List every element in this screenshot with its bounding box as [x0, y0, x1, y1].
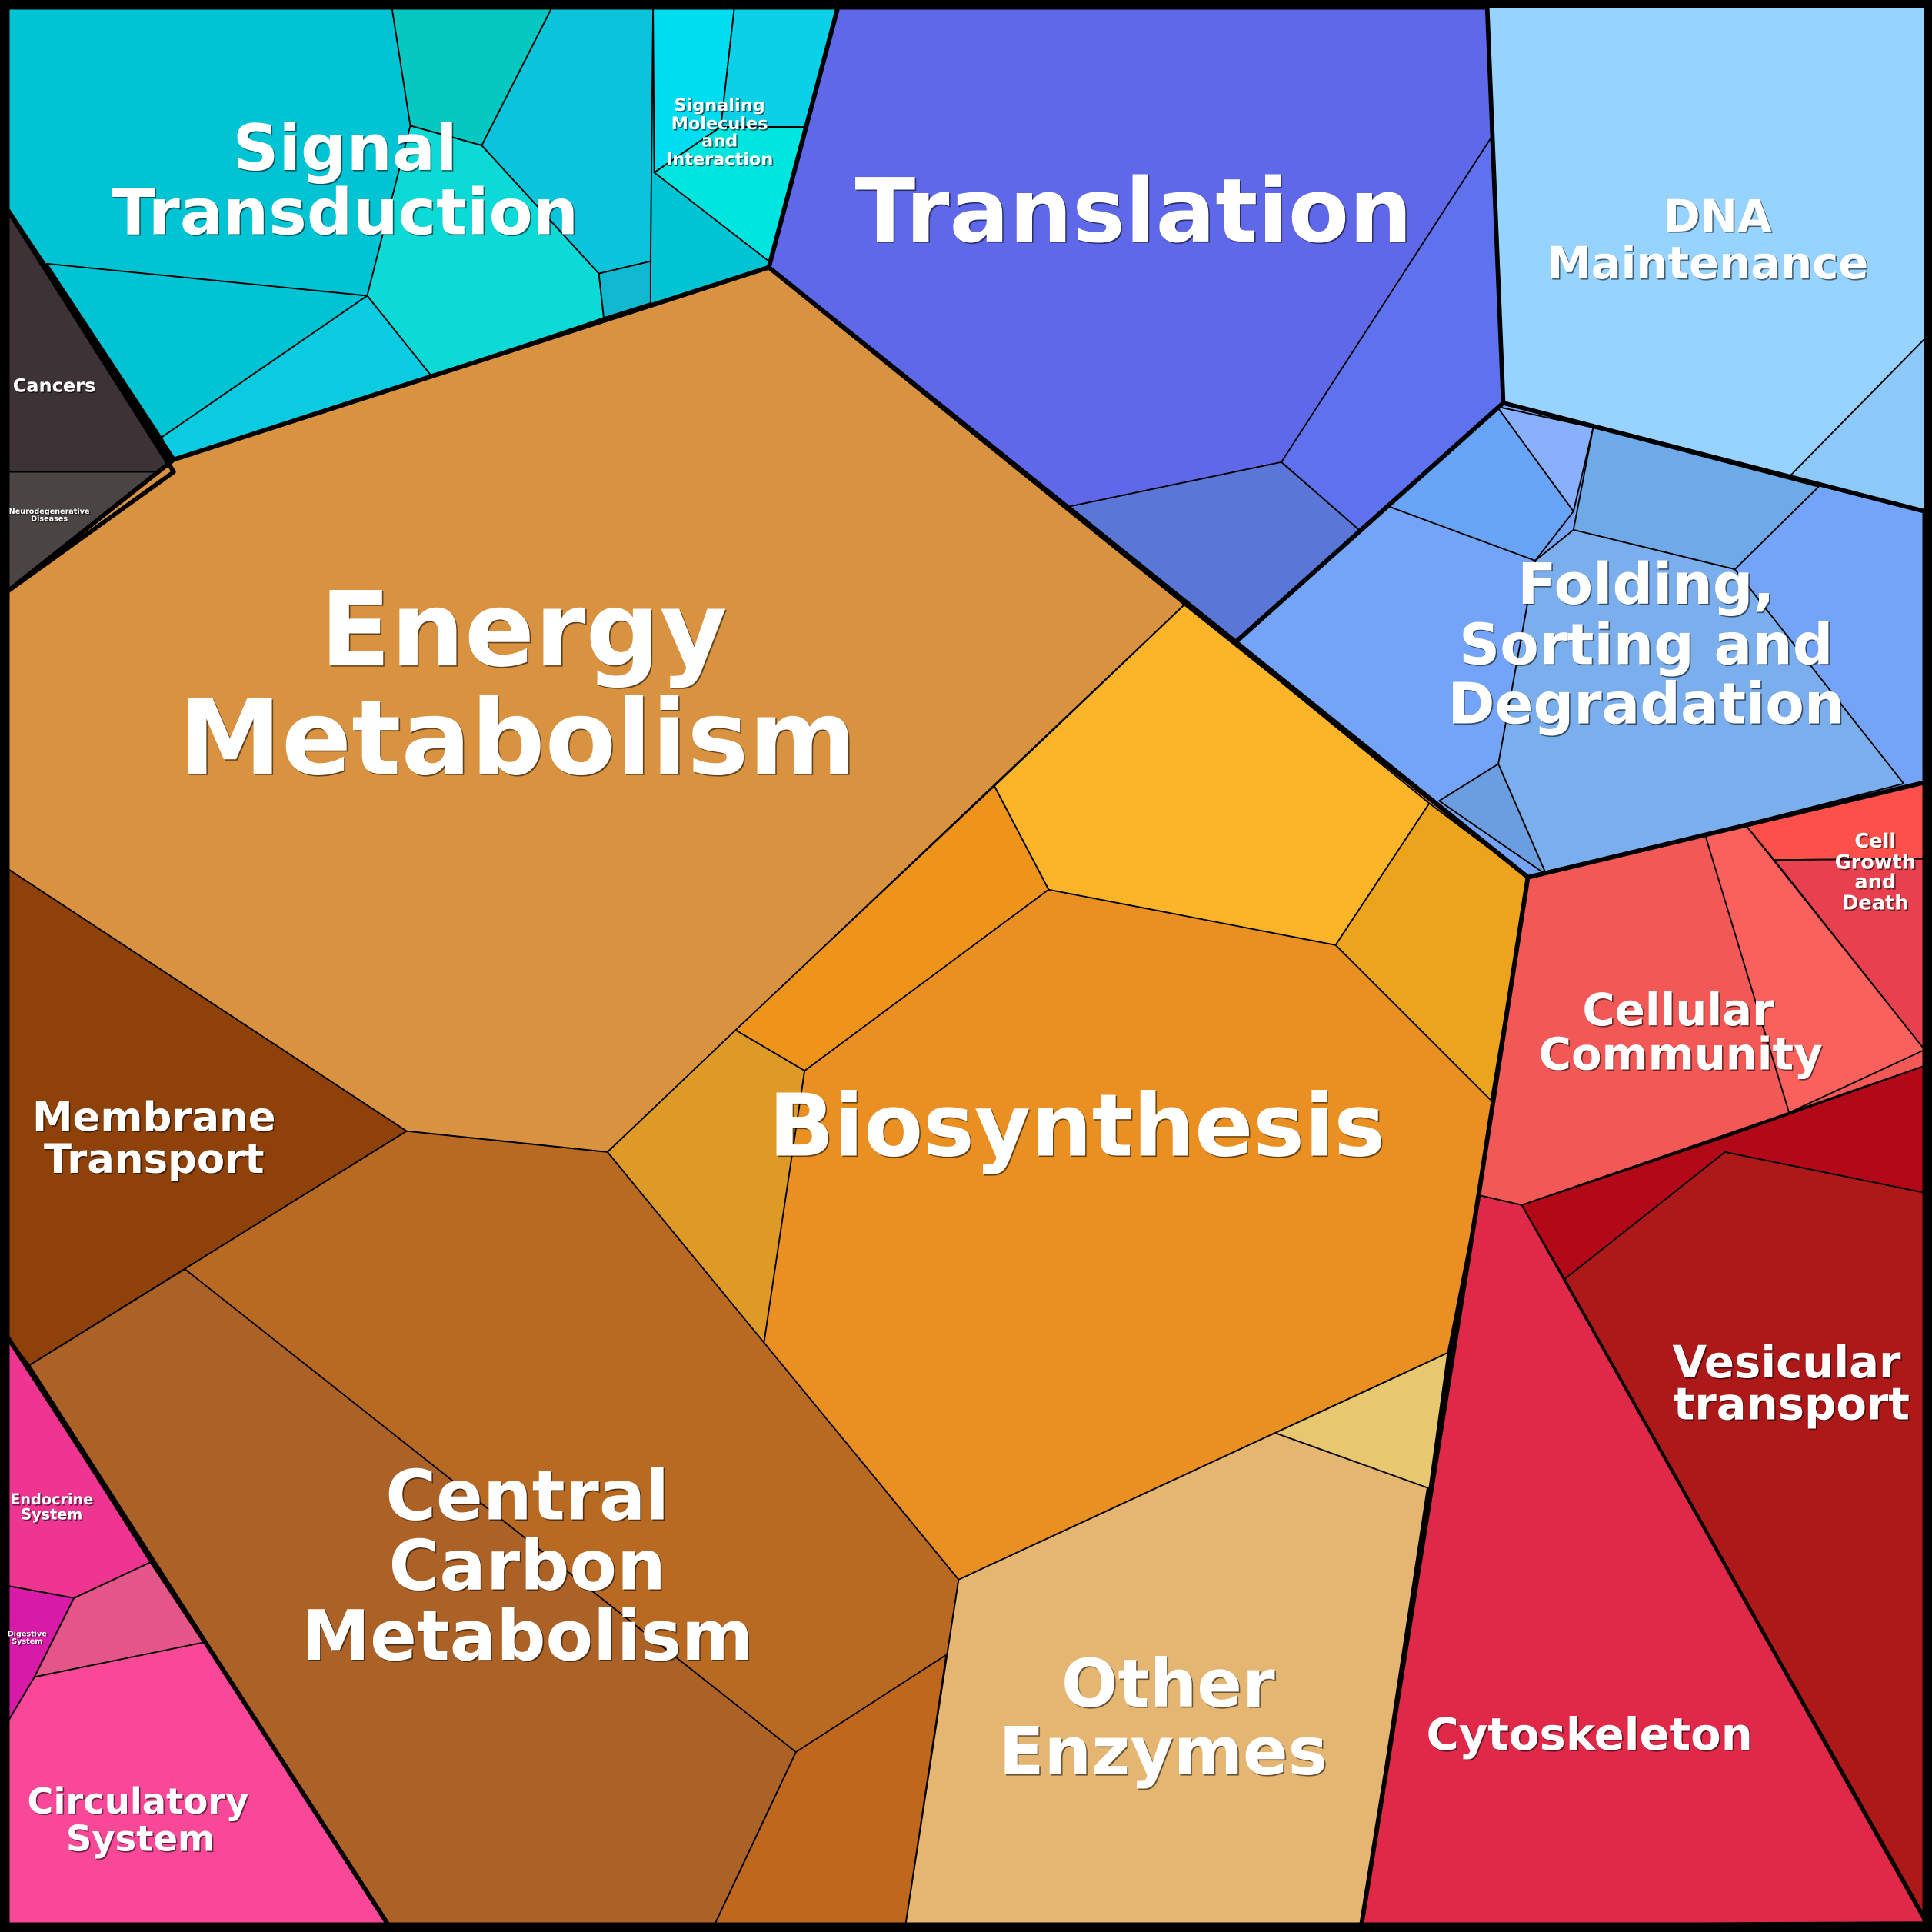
label-line: Maintenance — [1547, 237, 1868, 289]
label-line: Cytoskeleton — [1426, 1708, 1752, 1760]
label: Cell Growth and Death — [1835, 830, 1916, 914]
label: Energy Metabolism — [178, 569, 857, 798]
label: Neurodegenerative Diseases — [9, 508, 90, 524]
cell — [1438, 763, 1547, 876]
label: Endocrine System — [10, 1491, 93, 1523]
cell — [1496, 405, 1594, 512]
cell — [598, 260, 651, 319]
label: Vesicular transport — [1672, 1336, 1909, 1430]
cell — [1274, 1352, 1449, 1490]
label: Translation — [854, 160, 1412, 263]
label-line: Degradation — [1447, 671, 1844, 737]
label-line: Molecules — [671, 114, 768, 134]
label-line: DNA — [1664, 190, 1772, 242]
label: Cytoskeleton — [1426, 1708, 1752, 1760]
label: Digestive System — [8, 1631, 48, 1647]
label: Folding, Sorting and Degradation — [1447, 552, 1844, 737]
label-line: Carbon — [389, 1527, 666, 1607]
label-line: Cancers — [13, 375, 96, 396]
label: Central Carbon Metabolism — [301, 1456, 754, 1677]
label: DNA Maintenance — [1547, 190, 1868, 289]
label-line: Transduction — [112, 175, 578, 249]
label-line: Metabolism — [178, 678, 857, 798]
label-line: Folding, — [1517, 552, 1774, 618]
label-line: Cell — [1854, 830, 1896, 853]
label-line: Death — [1842, 891, 1908, 914]
label-line: Signaling — [674, 95, 764, 115]
label-line: Vesicular — [1672, 1336, 1901, 1388]
label: Cancers — [13, 375, 96, 396]
label-line: Neurodegenerative — [9, 508, 90, 516]
label: Circulatory System — [27, 1780, 248, 1859]
label: Other Enzymes — [998, 1646, 1327, 1790]
label-line: Other — [1061, 1646, 1275, 1723]
label-line: System — [12, 1637, 42, 1646]
cell — [481, 6, 655, 275]
label-line: System — [66, 1817, 215, 1859]
label-line: Circulatory — [27, 1780, 248, 1822]
label-line: Growth — [1835, 851, 1916, 874]
label: Membrane Transport — [32, 1094, 276, 1183]
label-line: Community — [1539, 1028, 1823, 1081]
label-line: Metabolism — [301, 1597, 754, 1677]
cell — [45, 262, 368, 438]
label-line: Membrane — [32, 1094, 276, 1141]
label-line: System — [21, 1505, 82, 1523]
label-line: and — [701, 132, 738, 152]
label-line: and — [1854, 871, 1896, 894]
label: Signaling Molecules and Interaction — [666, 95, 773, 169]
label-line: Cellular — [1582, 984, 1774, 1036]
label-line: Diseases — [31, 515, 68, 524]
label: Signal Transduction — [112, 111, 578, 249]
label-line: Interaction — [666, 150, 773, 170]
cells — [6, 6, 1926, 1926]
label-line: Enzymes — [998, 1714, 1327, 1790]
label-line: Energy — [320, 569, 727, 690]
label-line: Transport — [44, 1136, 265, 1183]
label-line: Central — [385, 1456, 669, 1536]
label-line: Endocrine — [10, 1491, 93, 1508]
label-line: Translation — [854, 160, 1412, 263]
label: Cellular Community — [1539, 984, 1823, 1081]
label: Biosynthesis — [768, 1077, 1385, 1177]
labels: Signal Transduction Signaling Molecules and… — [8, 95, 1916, 1859]
label-line: transport — [1674, 1378, 1910, 1431]
label-line: Biosynthesis — [768, 1077, 1385, 1177]
label-line: Sorting and — [1459, 613, 1833, 678]
label-line: Signal — [232, 111, 457, 185]
label-line: Digestive — [8, 1631, 48, 1639]
